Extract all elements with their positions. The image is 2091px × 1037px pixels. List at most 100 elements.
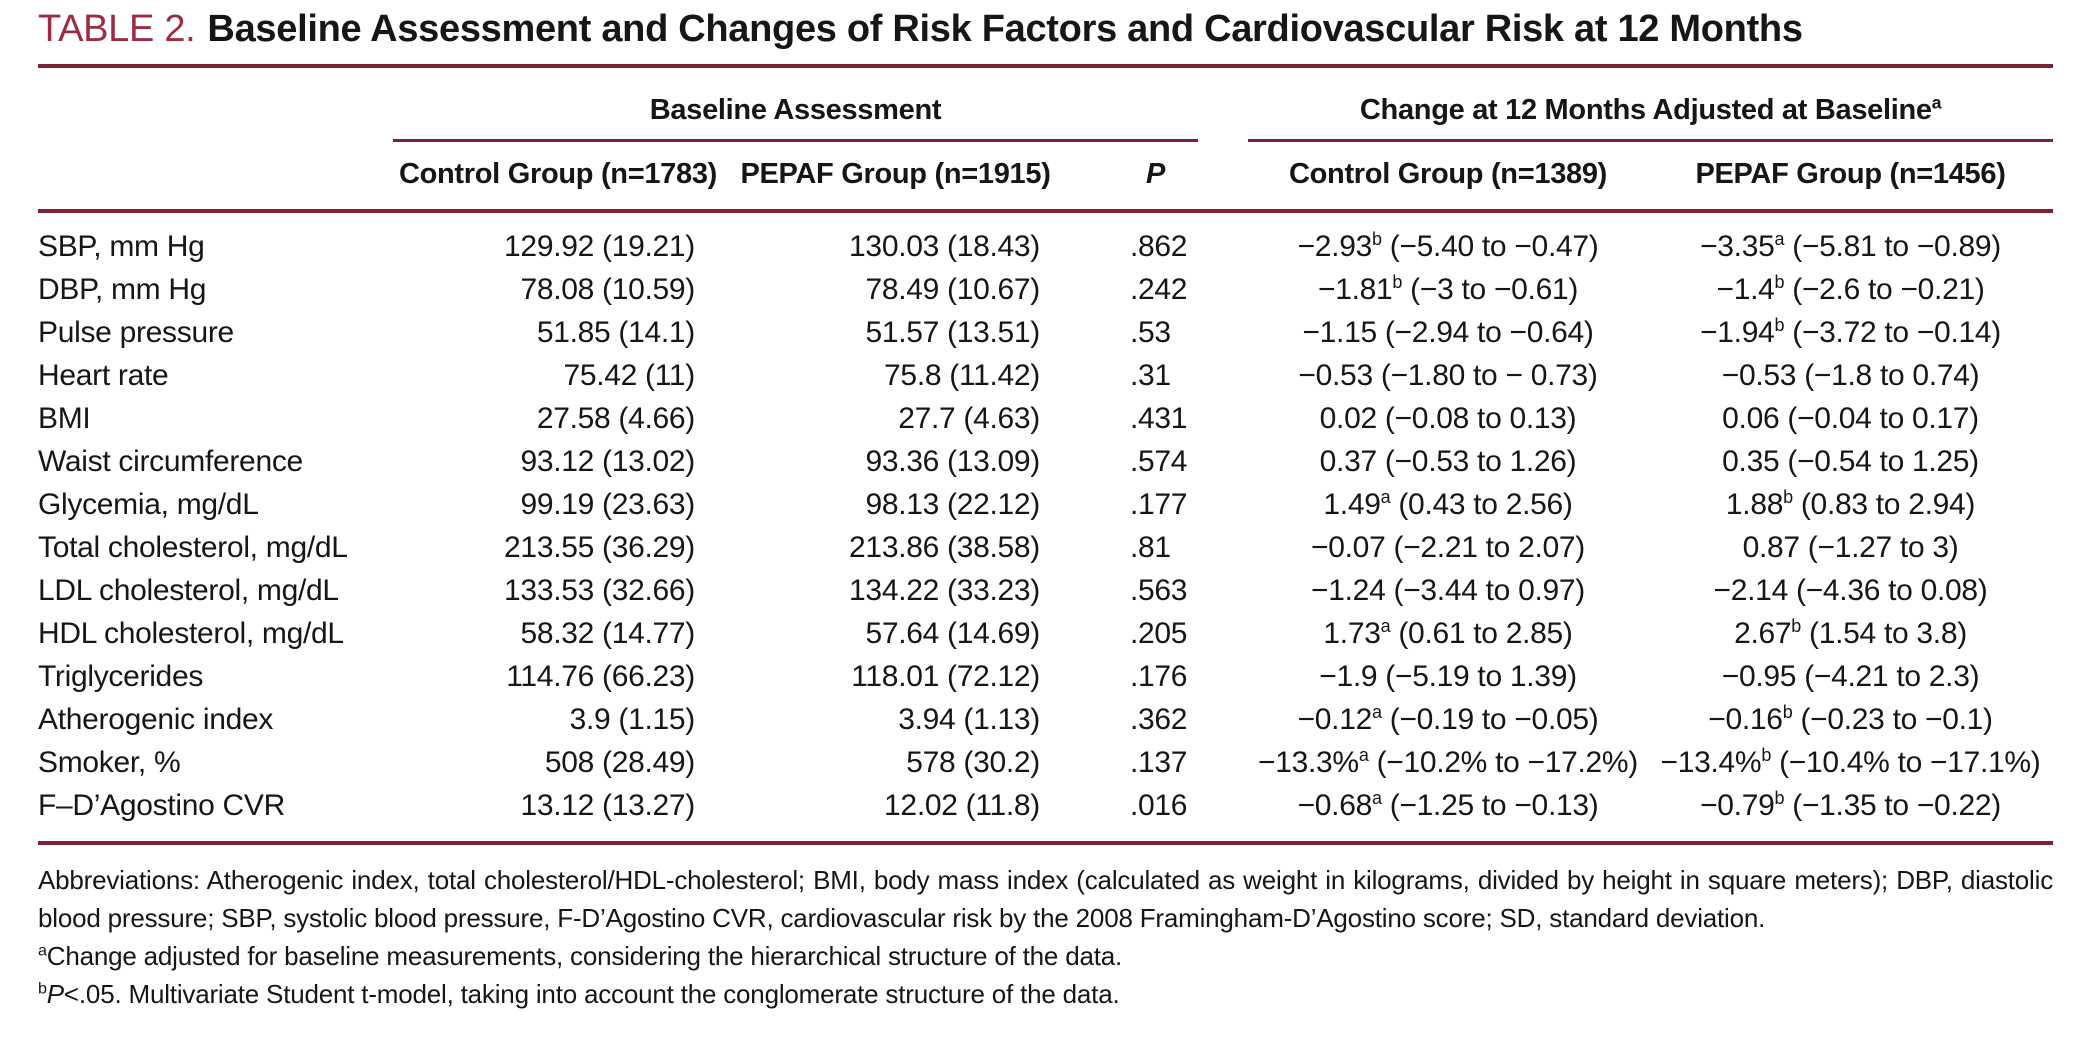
p-value-cell: .81 <box>1130 531 1171 564</box>
row-label-cell: HDL cholesterol, mg/dL <box>38 617 344 650</box>
change-pepaf-cell: −3.35a (−5.81 to −0.89) <box>1700 229 2001 263</box>
table-row: Smoker, % 508 (28.49) 578 (30.2) .137 −13.3%… <box>38 741 2053 784</box>
spacer-cell <box>1198 68 1248 141</box>
footnote: aChange adjusted for baseline measuremen… <box>38 941 1123 971</box>
baseline-pepaf-cell: 98.13 (22.12) <box>865 488 1040 521</box>
baseline-pepaf-cell: 75.8 (11.42) <box>884 359 1040 392</box>
risk-factors-table: Baseline Assessment Change at 12 Months … <box>38 68 2054 841</box>
spacer-cell <box>1198 440 1248 483</box>
spacer-cell <box>1198 741 1248 784</box>
p-value-cell: .177 <box>1130 488 1188 521</box>
row-label-cell: LDL cholesterol, mg/dL <box>38 574 339 607</box>
baseline-control-cell: 129.92 (19.21) <box>504 230 695 263</box>
group-header-label: Baseline Assessment <box>649 94 942 126</box>
change-pepaf-cell: 0.35 (−0.54 to 1.25) <box>1722 445 1979 478</box>
p-value-cell: .362 <box>1130 703 1188 736</box>
table-row: Glycemia, mg/dL 99.19 (23.63) 98.13 (22.12… <box>38 483 2053 526</box>
baseline-control-cell: 99.19 (23.63) <box>520 488 695 521</box>
baseline-control-cell: 114.76 (66.23) <box>506 660 695 693</box>
baseline-control-cell: 93.12 (13.02) <box>520 445 695 478</box>
table-row: Heart rate 75.42 (11) 75.8 (11.42) .31 −0.53… <box>38 354 2053 397</box>
row-label-cell: Atherogenic index <box>38 703 274 736</box>
baseline-pepaf-cell: 213.86 (38.58) <box>849 531 1040 564</box>
row-label-cell: Waist circumference <box>38 445 303 478</box>
footnote-marker: a <box>38 941 47 960</box>
group-header-baseline: Baseline Assessment <box>393 68 1199 142</box>
change-control-cell: 1.49a (0.43 to 2.56) <box>1323 487 1573 521</box>
spacer-cell <box>1198 698 1248 741</box>
p-value-cell: .137 <box>1130 746 1188 779</box>
change-control-cell: −0.53 (−1.80 to − 0.73) <box>1298 359 1598 392</box>
baseline-control-cell: 58.32 (14.77) <box>520 617 695 650</box>
p-value-cell: .563 <box>1130 574 1188 607</box>
p-value-cell: .205 <box>1130 617 1188 650</box>
footnote-marker: b <box>1774 272 1785 292</box>
baseline-pepaf-cell: 27.7 (4.63) <box>898 402 1040 435</box>
column-header-control-change: Control Group (n=1389) <box>1248 140 1649 213</box>
table-row: DBP, mm Hg 78.08 (10.59) 78.49 (10.67) .242… <box>38 268 2053 311</box>
footnote-marker: b <box>1774 315 1785 335</box>
baseline-control-cell: 508 (28.49) <box>544 746 695 779</box>
table-row: Waist circumference 93.12 (13.02) 93.36 (1… <box>38 440 2053 483</box>
change-pepaf-cell: −0.53 (−1.8 to 0.74) <box>1721 359 1980 392</box>
baseline-pepaf-cell: 578 (30.2) <box>906 746 1040 779</box>
baseline-control-cell: 213.55 (36.29) <box>504 531 695 564</box>
footnote-marker: a <box>1380 616 1391 636</box>
p-value-cell: .31 <box>1130 359 1171 392</box>
column-header-pepaf-baseline: PEPAF Group (n=1915) <box>723 140 1068 213</box>
baseline-control-cell: 51.85 (14.1) <box>536 316 695 349</box>
footnote-marker: b <box>1761 745 1772 765</box>
p-value-cell: .53 <box>1130 316 1171 349</box>
footnote-marker: b <box>1782 702 1793 722</box>
change-pepaf-cell: 0.87 (−1.27 to 3) <box>1742 531 1959 564</box>
footnote-marker: a <box>1774 229 1785 249</box>
table-row: HDL cholesterol, mg/dL 58.32 (14.77) 57.64… <box>38 612 2053 655</box>
table-row: F–D’Agostino CVR 13.12 (13.27) 12.02 (11.8… <box>38 784 2053 841</box>
footnote-marker: a <box>1931 92 1942 113</box>
table-row: Total cholesterol, mg/dL 213.55 (36.29) 21… <box>38 526 2053 569</box>
footnote-marker: a <box>1358 745 1369 765</box>
baseline-pepaf-cell: 51.57 (13.51) <box>865 316 1040 349</box>
p-value-cell: .242 <box>1130 273 1188 306</box>
p-value-cell: .016 <box>1130 789 1188 822</box>
change-pepaf-cell: −2.14 (−4.36 to 0.08) <box>1713 574 1988 607</box>
footnote-marker: b <box>1774 788 1785 808</box>
change-pepaf-cell: −1.4b (−2.6 to −0.21) <box>1716 272 1985 306</box>
bottom-rule <box>38 841 2053 845</box>
change-pepaf-cell: −0.95 (−4.21 to 2.3) <box>1721 660 1980 693</box>
column-header-row: Control Group (n=1783) PEPAF Group (n=19… <box>38 140 2054 213</box>
spacer-cell <box>1198 569 1248 612</box>
change-control-cell: 1.73a (0.61 to 2.85) <box>1323 616 1573 650</box>
footnote-marker: a <box>1372 788 1382 808</box>
table-header: Baseline Assessment Change at 12 Months … <box>38 68 2054 213</box>
row-label-cell: F–D’Agostino CVR <box>38 789 285 822</box>
baseline-control-cell: 13.12 (13.27) <box>520 789 695 822</box>
table-number: TABLE 2. <box>38 8 196 50</box>
change-pepaf-cell: 0.06 (−0.04 to 0.17) <box>1722 402 1979 435</box>
change-control-cell: −13.3%a (−10.2% to −17.2%) <box>1258 745 1639 779</box>
change-pepaf-cell: −13.4%b (−10.4% to −17.1%) <box>1660 745 2041 779</box>
row-label-cell: Smoker, % <box>38 746 181 779</box>
baseline-control-cell: 75.42 (11) <box>563 359 695 392</box>
spacer-cell <box>1198 397 1248 440</box>
baseline-pepaf-cell: 12.02 (11.8) <box>884 789 1040 822</box>
column-header-pepaf-change: PEPAF Group (n=1456) <box>1648 140 2054 213</box>
column-header-p: P <box>1068 140 1199 213</box>
footnote-marker: a <box>1380 487 1391 507</box>
baseline-control-cell: 133.53 (32.66) <box>504 574 695 607</box>
change-control-cell: −0.07 (−2.21 to 2.07) <box>1311 531 1585 564</box>
change-control-cell: −1.15 (−2.94 to −0.64) <box>1302 316 1594 349</box>
row-label-cell: Heart rate <box>38 359 169 392</box>
spacer-cell <box>1198 354 1248 397</box>
change-control-cell: −1.81b (−3 to −0.61) <box>1317 272 1579 306</box>
change-pepaf-cell: −0.16b (−0.23 to −0.1) <box>1708 702 1993 736</box>
change-pepaf-cell: −0.79b (−1.35 to −0.22) <box>1700 788 2001 822</box>
p-value-cell: .862 <box>1130 230 1188 263</box>
change-pepaf-cell: −1.94b (−3.72 to −0.14) <box>1700 315 2001 349</box>
spacer-cell <box>1198 311 1248 354</box>
baseline-pepaf-cell: 130.03 (18.43) <box>849 230 1040 263</box>
table-row: Triglycerides 114.76 (66.23) 118.01 (72.12… <box>38 655 2053 698</box>
baseline-pepaf-cell: 57.64 (14.69) <box>865 617 1040 650</box>
table-row: Pulse pressure 51.85 (14.1) 51.57 (13.51).… <box>38 311 2053 354</box>
row-label-cell: BMI <box>38 402 91 435</box>
